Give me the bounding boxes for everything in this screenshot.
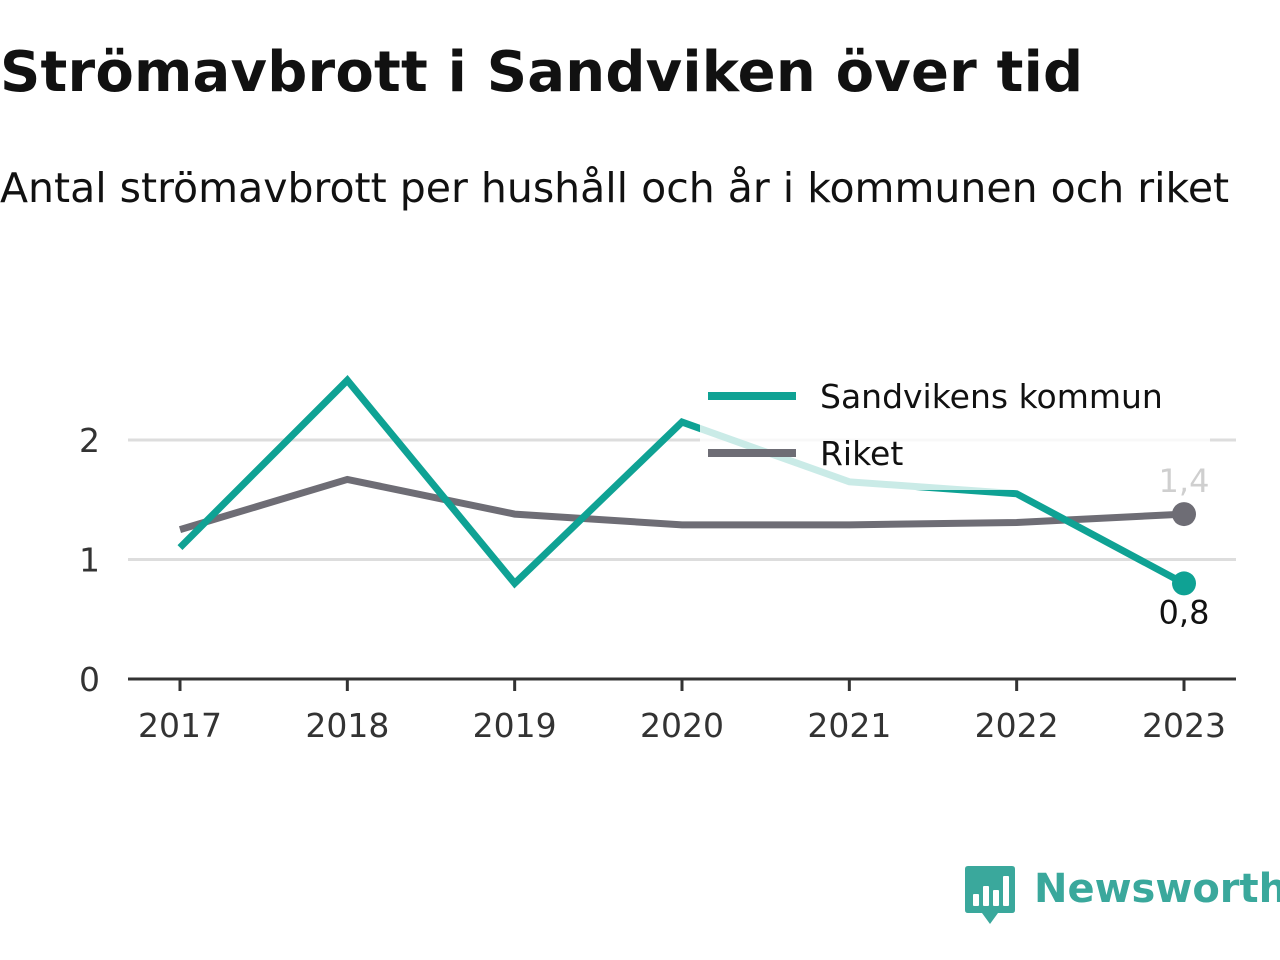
- y-tick-label-1: 1: [79, 541, 100, 580]
- legend-label-0: Sandvikens kommun: [820, 377, 1163, 416]
- x-tick-label-2018: 2018: [305, 706, 389, 745]
- x-tick-label-2019: 2019: [473, 706, 557, 745]
- series-lines: [177, 375, 1186, 589]
- series-line-riket: [178, 475, 1185, 533]
- newsworthy-bar-chart-icon: [965, 866, 1015, 924]
- series-line-sandvikens-kommun: [177, 375, 1186, 589]
- value-labels: 0,8 1,4: [1159, 462, 1210, 631]
- axes: 0 1 2 2017 2018 2019 2020 2021 2022 2023: [79, 421, 1236, 745]
- chart-title: Strömavbrott i Sandviken över tid: [0, 40, 1084, 105]
- line-chart: 0 1 2 2017 2018 2019 2020 2021 2022 2023 Sandvike…: [79, 362, 1236, 745]
- x-tick-label-2017: 2017: [138, 706, 222, 745]
- legend: Sandvikens kommun Riket: [700, 362, 1210, 490]
- end-marker-0: [1172, 571, 1196, 596]
- legend-label-1: Riket: [820, 434, 903, 473]
- x-tick-label-2023: 2023: [1142, 706, 1226, 745]
- end-marker-1: [1172, 502, 1196, 527]
- newsworthy-logo: Newsworthy: [964, 864, 1280, 926]
- end-value-label-0: 0,8: [1159, 593, 1210, 631]
- newsworthy-brand-name: Newsworthy: [1034, 866, 1280, 912]
- x-tick-label-2021: 2021: [807, 706, 891, 745]
- legend-background: [700, 362, 1210, 490]
- x-tick-label-2022: 2022: [975, 706, 1059, 745]
- y-tick-label-0: 0: [79, 660, 100, 699]
- chart-subtitle: Antal strömavbrott per hushåll och år i …: [0, 164, 1230, 212]
- x-tick-label-2020: 2020: [640, 706, 724, 745]
- y-tick-label-2: 2: [79, 421, 100, 460]
- end-value-label-1: 1,4: [1159, 462, 1210, 500]
